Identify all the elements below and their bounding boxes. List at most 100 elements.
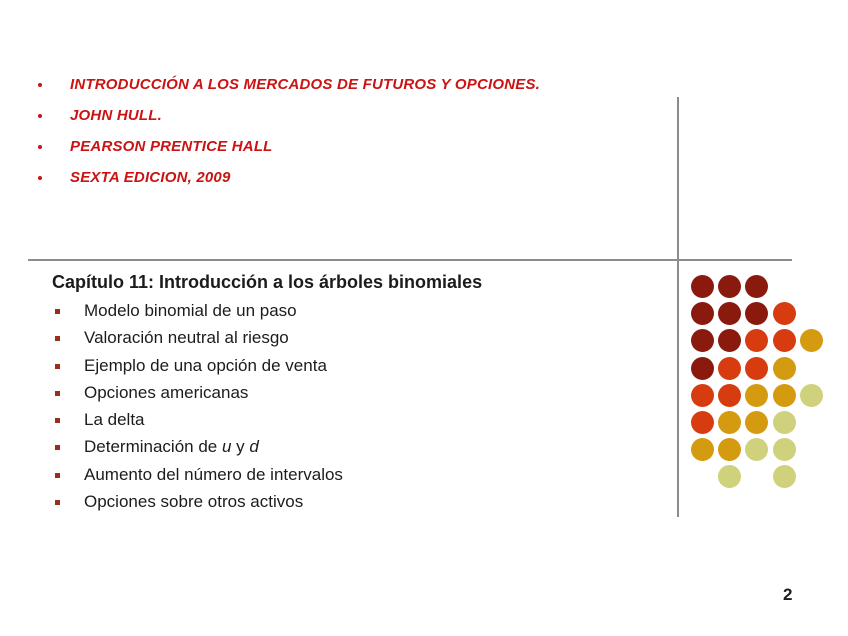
- decorative-dot-icon: [718, 411, 742, 435]
- dot-cell: [716, 273, 743, 300]
- decorative-dot-icon: [691, 356, 715, 380]
- topic-item: Opciones sobre otros activos: [52, 492, 662, 519]
- topic-item: Aumento del número de intervalos: [52, 465, 662, 492]
- dot-cell: [743, 382, 770, 409]
- dot-cell: [743, 300, 770, 327]
- dot-cell: [716, 463, 743, 490]
- reference-text: INTRODUCCIÓN A LOS MERCADOS DE FUTUROS Y…: [70, 76, 541, 93]
- reference-item: PEARSON PRENTICE HALL: [38, 138, 540, 169]
- dot-cell: [798, 382, 825, 409]
- decorative-dot-icon: [745, 275, 769, 299]
- dot-cell: [798, 409, 825, 436]
- dot-cell: [716, 382, 743, 409]
- topic-text: Determinación de u y d: [84, 437, 259, 457]
- bullet-square-icon: [55, 336, 60, 342]
- decorative-dot-icon: [691, 411, 715, 435]
- topic-text: Opciones americanas: [84, 382, 249, 402]
- decorative-dot-icon: [691, 275, 715, 299]
- dot-row: [689, 409, 825, 436]
- dot-cell: [689, 382, 716, 409]
- chapter-section: Capítulo 11: Introducción a los árboles …: [52, 270, 662, 519]
- reference-item: JOHN HULL.: [38, 107, 540, 138]
- decorative-dot-icon: [745, 411, 769, 435]
- dot-cell: [798, 300, 825, 327]
- bullet-dot-icon: [38, 114, 42, 118]
- dot-cell: [743, 409, 770, 436]
- topic-item: Opciones americanas: [52, 383, 662, 410]
- decorative-dot-icon: [799, 329, 823, 353]
- dot-cell: [689, 327, 716, 354]
- bullet-dot-icon: [38, 83, 42, 87]
- dot-cell: [771, 382, 798, 409]
- decorative-dot-icon: [772, 383, 796, 407]
- dot-cell: [798, 273, 825, 300]
- decorative-dot-icon: [691, 329, 715, 353]
- dot-cell: [743, 273, 770, 300]
- decorative-dot-icon: [772, 329, 796, 353]
- bullet-square-icon: [55, 390, 60, 396]
- dot-row: [689, 436, 825, 463]
- dot-cell: [689, 463, 716, 490]
- topic-text: Ejemplo de una opción de venta: [84, 355, 327, 375]
- dot-cell: [771, 463, 798, 490]
- reference-item: INTRODUCCIÓN A LOS MERCADOS DE FUTUROS Y…: [38, 76, 540, 107]
- vertical-divider: [677, 97, 679, 517]
- decorative-dot-icon: [745, 438, 769, 462]
- dot-cell: [798, 463, 825, 490]
- reference-item: SEXTA EDICION, 2009: [38, 169, 540, 200]
- dot-cell: [716, 355, 743, 382]
- decorative-dot-icon: [772, 438, 796, 462]
- dot-cell: [771, 273, 798, 300]
- dot-row: [689, 327, 825, 354]
- decorative-dot-icon: [745, 329, 769, 353]
- variable-d: d: [249, 437, 259, 457]
- dot-cell: [689, 436, 716, 463]
- topic-text-part: Determinación de: [84, 437, 222, 457]
- decorative-dot-icon: [745, 383, 769, 407]
- dot-cell: [689, 409, 716, 436]
- dot-grid-decoration: [689, 273, 825, 491]
- dot-cell: [798, 355, 825, 382]
- decorative-dot-icon: [718, 465, 742, 489]
- dot-cell: [771, 355, 798, 382]
- decorative-dot-icon: [718, 329, 742, 353]
- dot-cell: [689, 355, 716, 382]
- decorative-dot-icon: [691, 383, 715, 407]
- decorative-dot-icon: [772, 302, 796, 326]
- topic-text: La delta: [84, 410, 145, 430]
- dot-cell: [716, 300, 743, 327]
- topic-item: Determinación de u y d: [52, 437, 662, 464]
- reference-text: JOHN HULL.: [70, 107, 162, 124]
- reference-text: SEXTA EDICION, 2009: [70, 169, 231, 186]
- bullet-square-icon: [55, 472, 60, 478]
- dot-cell: [798, 327, 825, 354]
- dot-cell: [716, 327, 743, 354]
- dot-cell: [716, 436, 743, 463]
- bullet-dot-icon: [38, 145, 42, 149]
- reference-list: INTRODUCCIÓN A LOS MERCADOS DE FUTUROS Y…: [38, 76, 540, 200]
- topic-item: Modelo binomial de un paso: [52, 301, 662, 328]
- horizontal-divider: [28, 259, 792, 261]
- dot-cell: [771, 436, 798, 463]
- decorative-dot-icon: [799, 383, 823, 407]
- bullet-square-icon: [55, 500, 60, 506]
- decorative-dot-icon: [745, 356, 769, 380]
- decorative-dot-icon: [691, 438, 715, 462]
- decorative-dot-icon: [745, 302, 769, 326]
- dot-row: [689, 273, 825, 300]
- dot-cell: [743, 327, 770, 354]
- bullet-dot-icon: [38, 176, 42, 180]
- topic-text: Valoración neutral al riesgo: [84, 328, 289, 348]
- page-number: 2: [783, 585, 793, 604]
- dot-cell: [716, 409, 743, 436]
- dot-cell: [743, 463, 770, 490]
- topic-item: La delta: [52, 410, 662, 437]
- topic-text-part: y: [231, 437, 250, 457]
- dot-row: [689, 382, 825, 409]
- dot-cell: [771, 300, 798, 327]
- decorative-dot-icon: [718, 438, 742, 462]
- dot-cell: [798, 436, 825, 463]
- dot-cell: [689, 300, 716, 327]
- decorative-dot-icon: [718, 275, 742, 299]
